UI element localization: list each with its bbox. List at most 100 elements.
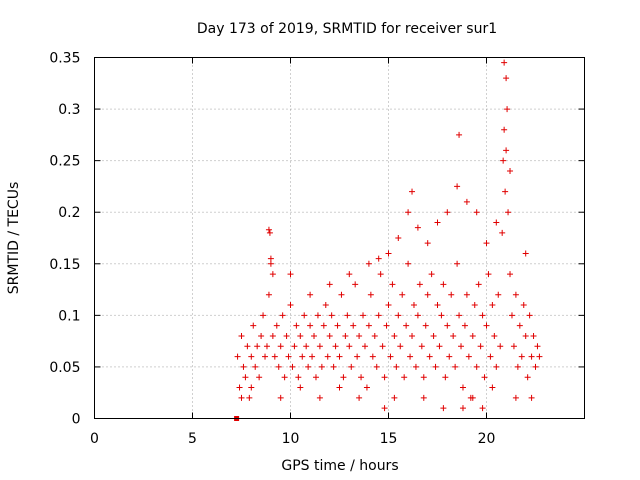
data-point <box>399 291 406 298</box>
data-point <box>518 353 525 360</box>
data-point <box>479 312 486 319</box>
data-point <box>360 312 367 319</box>
tick-labels: 0 5 10 15 20 0 0.05 0.1 0.15 0.2 0.25 0.3 0.35 <box>49 51 495 448</box>
data-point <box>471 302 478 309</box>
data-point <box>463 291 470 298</box>
data-point <box>391 394 398 401</box>
data-point <box>328 312 335 319</box>
data-point <box>481 374 488 381</box>
data-point <box>403 322 410 329</box>
data-point <box>469 394 476 401</box>
data-point <box>440 281 447 288</box>
data-point <box>271 353 278 360</box>
data-point <box>528 394 535 401</box>
data-point <box>269 271 276 278</box>
data-point <box>367 291 374 298</box>
data-point <box>503 147 510 154</box>
data-point <box>459 405 466 412</box>
data-point <box>307 322 314 329</box>
data-point <box>299 353 306 360</box>
data-point <box>344 312 351 319</box>
data-point <box>266 229 273 236</box>
data-point <box>303 343 310 350</box>
y-tick-label: 0.05 <box>49 360 80 376</box>
data-point <box>363 384 370 391</box>
data-point <box>305 363 312 370</box>
data-point <box>414 312 421 319</box>
data-point <box>409 332 416 339</box>
data-point <box>436 343 443 350</box>
data-point <box>254 343 261 350</box>
data-point <box>287 271 294 278</box>
data-point <box>309 353 316 360</box>
data-point <box>326 332 333 339</box>
x-axis-title: GPS time / hours <box>281 458 398 474</box>
plot-frame <box>94 57 585 419</box>
data-point <box>485 271 492 278</box>
data-point <box>354 353 361 360</box>
data-point <box>356 332 363 339</box>
data-point <box>493 219 500 226</box>
data-point <box>281 374 288 381</box>
data-point <box>446 353 453 360</box>
data-point <box>512 291 519 298</box>
data-point <box>499 229 506 236</box>
data-point <box>454 260 461 267</box>
y-tick-label: 0.1 <box>58 308 80 324</box>
data-point <box>434 302 441 309</box>
x-tick-label: 10 <box>282 431 300 447</box>
data-point <box>248 353 255 360</box>
data-point <box>456 312 463 319</box>
data-point <box>387 353 394 360</box>
data-point <box>277 394 284 401</box>
data-point <box>422 322 429 329</box>
data-point <box>301 312 308 319</box>
data-point <box>454 183 461 190</box>
data-point <box>277 343 284 350</box>
data-point <box>267 255 274 262</box>
data-point <box>350 322 357 329</box>
data-point <box>473 363 480 370</box>
data-point <box>512 394 519 401</box>
data-point <box>352 281 359 288</box>
data-point <box>442 374 449 381</box>
data-point <box>381 374 388 381</box>
data-point <box>520 302 527 309</box>
y-axis-title: SRMTID / TECUs <box>6 182 22 295</box>
data-point <box>510 343 517 350</box>
data-point <box>244 343 251 350</box>
data-point <box>240 363 247 370</box>
data-point <box>514 363 521 370</box>
data-point <box>534 343 541 350</box>
data-point <box>438 312 445 319</box>
data-point <box>500 157 507 164</box>
data-point <box>416 281 423 288</box>
data-point <box>265 226 272 233</box>
data-point <box>238 332 245 339</box>
data-point <box>420 394 427 401</box>
x-tick-label: 0 <box>90 431 99 447</box>
data-point <box>340 374 347 381</box>
data-point <box>275 363 282 370</box>
data-point <box>459 384 466 391</box>
data-point <box>395 235 402 241</box>
data-point <box>246 394 253 401</box>
data-point <box>508 312 515 319</box>
data-point <box>407 353 414 360</box>
data-point <box>432 363 439 370</box>
data-point <box>297 332 304 339</box>
data-point <box>336 384 343 391</box>
data-point <box>507 167 514 174</box>
data-point <box>269 332 276 339</box>
x-tick-label: 5 <box>188 431 197 447</box>
data-point <box>393 363 400 370</box>
data-point <box>495 291 502 298</box>
y-tick-label: 0.15 <box>49 257 80 273</box>
data-point <box>369 353 376 360</box>
data-point <box>258 332 265 339</box>
data-point <box>397 343 404 350</box>
data-point <box>320 322 327 329</box>
data-point <box>279 312 286 319</box>
data-point <box>260 312 267 319</box>
chart-title: Day 173 of 2019, SRMTID for receiver sur… <box>197 21 497 37</box>
